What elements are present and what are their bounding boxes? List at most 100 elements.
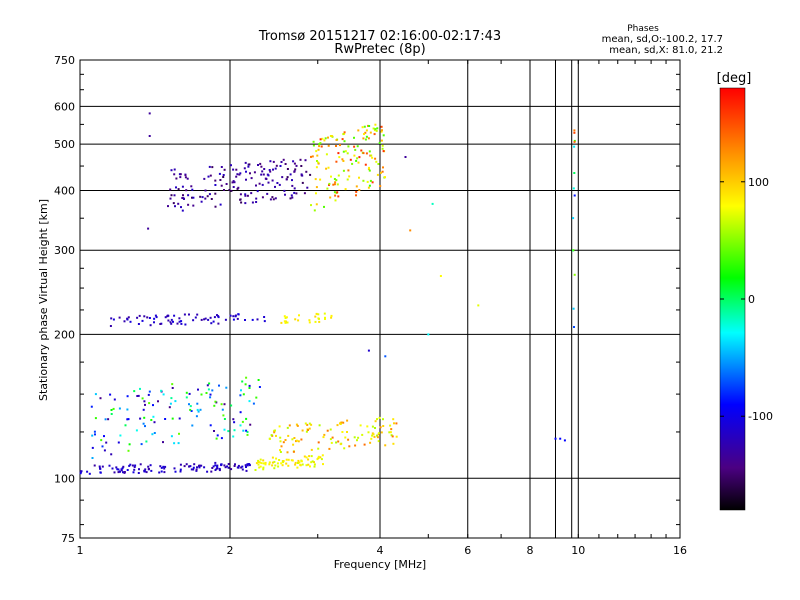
data-point [380, 171, 382, 174]
data-point [268, 437, 271, 440]
data-point [270, 434, 273, 437]
data-point [342, 169, 345, 172]
data-point [255, 462, 258, 465]
data-point [278, 425, 281, 428]
data-point [346, 431, 348, 433]
data-point [554, 437, 557, 440]
data-point [179, 463, 182, 466]
data-point [185, 189, 188, 192]
data-point [317, 313, 320, 316]
data-point [177, 188, 180, 191]
data-point [389, 424, 392, 427]
data-point [268, 463, 271, 466]
data-point [389, 431, 392, 434]
data-point [246, 463, 249, 466]
data-point [253, 171, 256, 174]
data-point [295, 164, 298, 167]
data-point [162, 465, 165, 468]
data-point [200, 464, 203, 467]
data-point [117, 441, 120, 444]
data-point [167, 205, 169, 208]
data-point [307, 458, 310, 461]
data-point [233, 429, 236, 432]
data-point [113, 471, 116, 474]
data-point [148, 390, 151, 393]
x-axis-label: Frequency [MHz] [334, 558, 426, 571]
data-point [357, 436, 360, 439]
data-point [283, 315, 286, 318]
data-point [295, 439, 298, 442]
data-point [255, 201, 258, 203]
data-point [342, 421, 345, 424]
data-point [222, 414, 225, 417]
data-point [262, 462, 265, 465]
data-point [281, 464, 284, 467]
data-point [283, 189, 286, 192]
data-point [306, 186, 309, 189]
data-point [241, 420, 244, 423]
data-point [183, 198, 185, 200]
data-point [239, 172, 242, 175]
data-point [212, 320, 215, 323]
data-point [309, 465, 311, 468]
data-point [117, 468, 120, 471]
data-point [180, 206, 182, 209]
data-point [210, 470, 213, 473]
data-point [147, 393, 150, 396]
data-point [223, 428, 226, 431]
data-point [223, 189, 225, 191]
data-point [241, 380, 244, 383]
data-point [192, 319, 195, 322]
data-point [263, 316, 266, 318]
data-point [274, 429, 276, 432]
data-point [199, 408, 202, 411]
data-point [271, 179, 274, 182]
data-point [374, 123, 377, 126]
data-point [259, 465, 262, 468]
data-point [355, 159, 358, 162]
data-point [358, 189, 361, 191]
data-point [320, 145, 323, 148]
data-point [382, 166, 384, 169]
data-point [228, 189, 231, 191]
data-point [222, 176, 225, 178]
data-point [301, 429, 304, 432]
data-point [244, 161, 247, 164]
data-point [263, 320, 266, 323]
data-point [162, 441, 164, 444]
data-point [178, 417, 181, 420]
colorbar-ticks: 100 0 -100 [720, 176, 773, 423]
data-point [94, 393, 97, 396]
chart-subtitle: RwPretec (8p) [334, 42, 425, 57]
phases-header: Phases [627, 24, 659, 34]
data-point [192, 468, 195, 471]
data-point [367, 137, 370, 140]
data-point [162, 393, 165, 396]
y-tick-label: 750 [54, 54, 75, 67]
data-point [180, 322, 183, 325]
data-point [355, 194, 357, 197]
data-point [240, 466, 243, 469]
data-point [205, 392, 208, 394]
data-point [122, 465, 125, 468]
data-point [188, 392, 191, 395]
data-point [94, 417, 97, 420]
data-point [235, 175, 238, 178]
data-point [183, 313, 186, 316]
data-point [367, 124, 369, 127]
data-point [232, 435, 235, 438]
data-point [152, 415, 155, 418]
data-point [326, 187, 329, 190]
data-point [372, 127, 375, 130]
data-point [278, 183, 281, 186]
data-point [206, 195, 209, 198]
data-point [379, 185, 382, 187]
data-point [269, 170, 272, 173]
data-point [341, 158, 344, 161]
data-point [344, 150, 347, 153]
data-point [173, 442, 176, 445]
data-point [346, 419, 349, 422]
data-point [285, 462, 288, 465]
data-point [246, 431, 249, 433]
data-point [293, 187, 296, 190]
